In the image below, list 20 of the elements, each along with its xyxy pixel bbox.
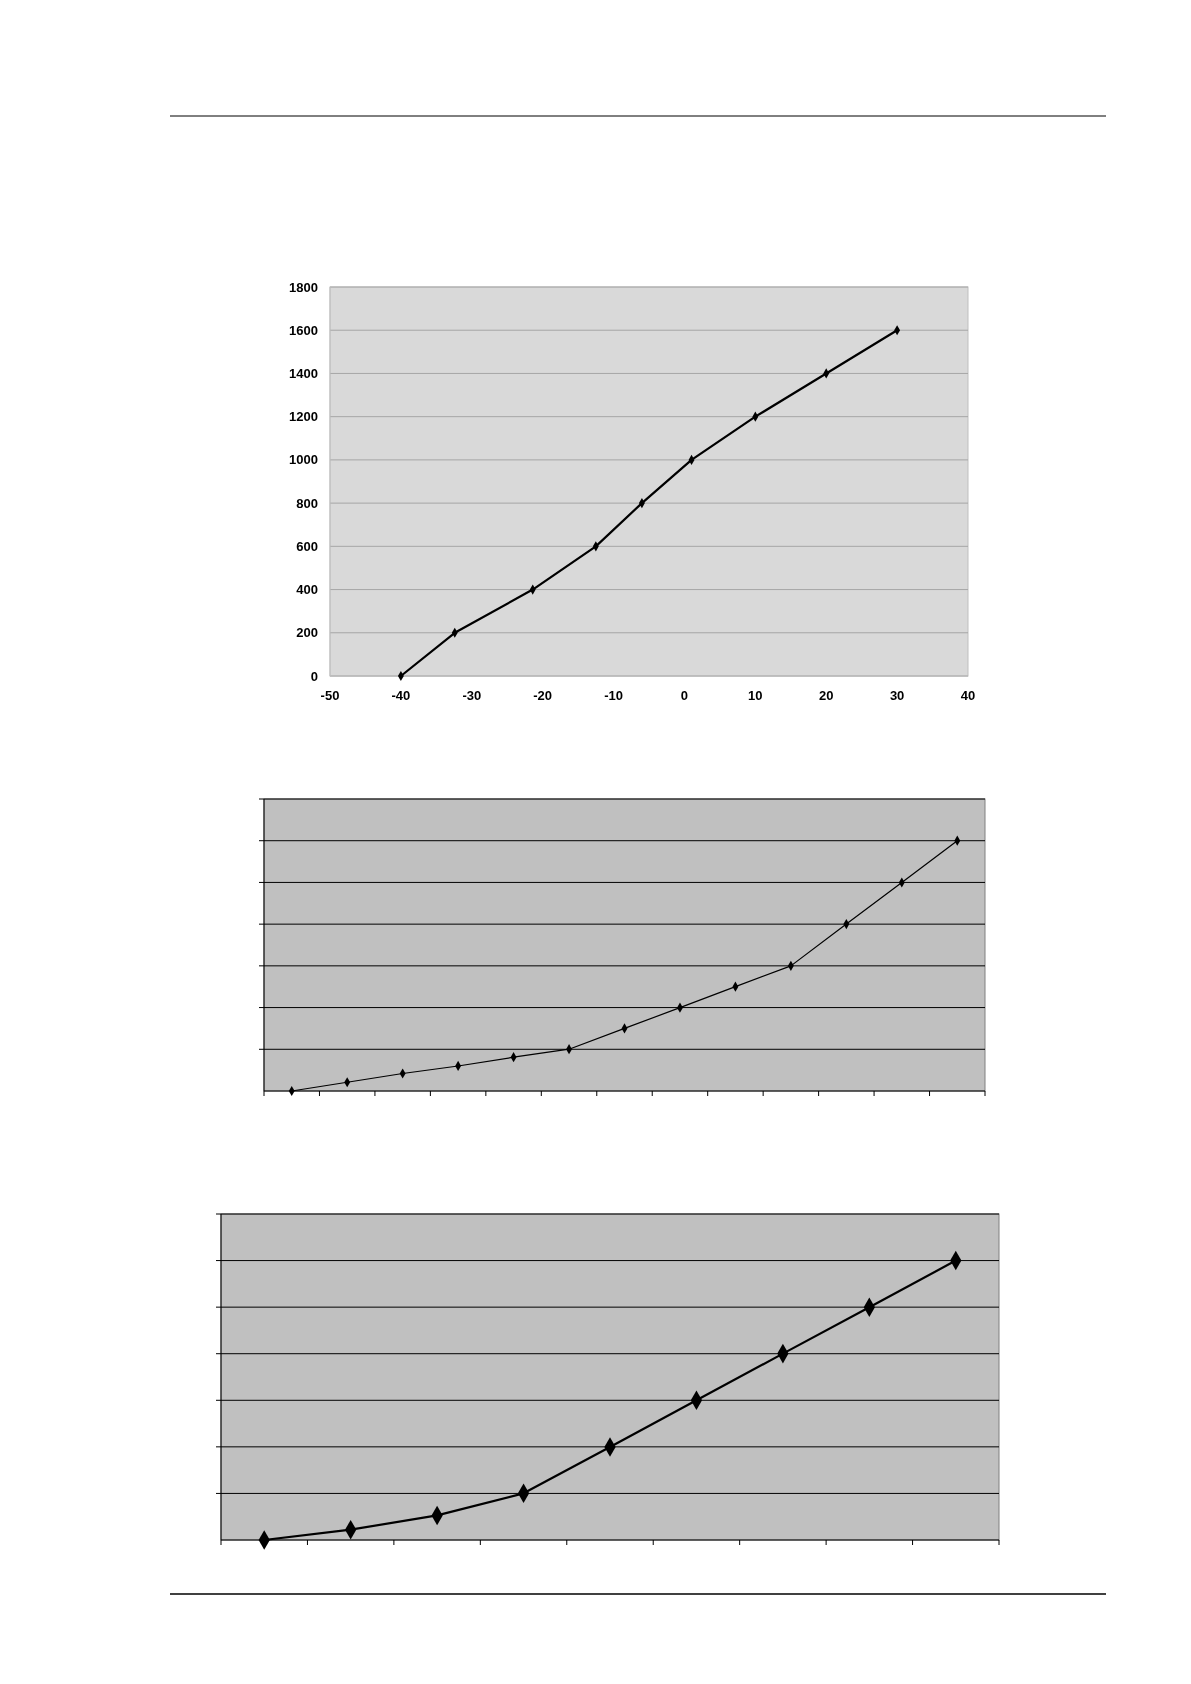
x-tick-label: 30 (889, 688, 905, 703)
x-tick-label: -50 (320, 688, 340, 703)
y-tick-label: 400 (296, 582, 318, 598)
x-tick-label: -20 (533, 688, 553, 703)
x-tick-label: -10 (604, 688, 623, 703)
x-tick-label: -30 (462, 688, 482, 703)
x-tick-label: 0 (680, 688, 689, 703)
y-tick-label: 0 (310, 668, 318, 684)
y-tick-label: 800 (296, 495, 318, 511)
y-tick-label: 1000 (289, 452, 318, 468)
y-tick-label: 1800 (289, 279, 318, 295)
x-tick-label: -40 (391, 688, 411, 703)
y-tick-label: 1600 (289, 322, 318, 338)
y-tick-label: 200 (296, 625, 318, 641)
y-tick-label: 600 (296, 538, 318, 554)
y-tick-label: 1200 (289, 409, 318, 425)
x-tick-label: 20 (818, 688, 834, 703)
x-tick-label: 10 (748, 688, 763, 703)
x-tick-label: 40 (960, 688, 976, 703)
y-tick-label: 1400 (289, 365, 318, 381)
